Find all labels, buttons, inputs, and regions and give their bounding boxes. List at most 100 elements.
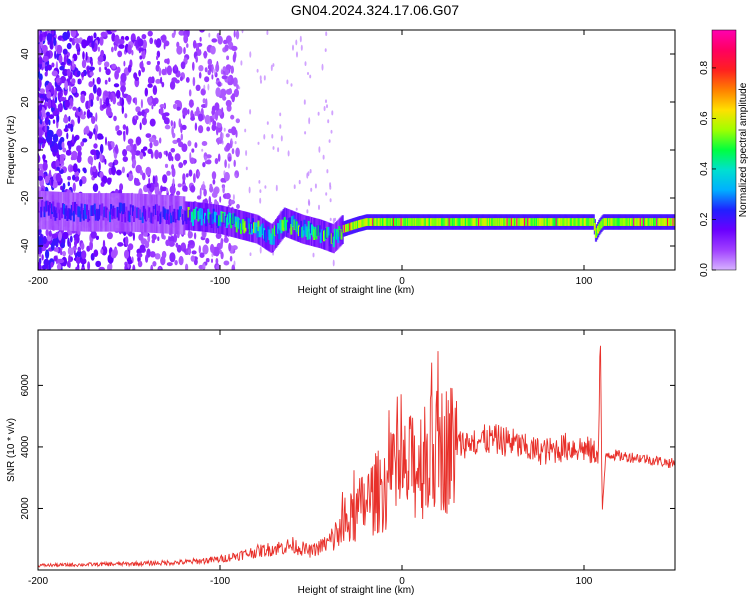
ridge-core xyxy=(387,218,390,226)
ridge-core xyxy=(338,226,341,237)
noise-speck xyxy=(88,92,94,102)
ridge-core xyxy=(478,218,481,226)
noise-speck xyxy=(309,169,312,174)
noise-speck xyxy=(161,81,165,88)
noise-speck xyxy=(210,243,215,253)
ridge-core xyxy=(379,218,382,226)
ridge-core xyxy=(258,226,261,238)
noise-speck xyxy=(82,51,85,60)
noise-speck xyxy=(216,122,222,128)
noise-speck xyxy=(173,121,176,129)
noise-speck xyxy=(72,182,76,192)
ridge-core xyxy=(517,218,520,226)
ridge-core xyxy=(54,210,57,221)
noise-speck xyxy=(142,172,146,181)
noise-speck xyxy=(157,60,160,66)
noise-speck xyxy=(41,143,45,149)
ridge-core xyxy=(407,218,410,226)
ridge-core xyxy=(55,207,58,218)
ridge-core xyxy=(278,228,281,240)
noise-speck xyxy=(136,252,143,258)
noise-speck xyxy=(241,30,244,34)
ridge-core xyxy=(52,201,55,212)
ridge-core xyxy=(307,220,310,232)
ridge-core xyxy=(301,227,304,238)
noise-speck xyxy=(56,166,60,171)
noise-speck xyxy=(70,156,74,161)
ridge-core xyxy=(553,218,556,226)
ridge-core xyxy=(172,211,175,223)
ridge-core xyxy=(604,218,607,226)
snr-x-label: Height of straight line (km) xyxy=(298,585,415,596)
noise-speck xyxy=(38,43,41,54)
ridge-core xyxy=(384,218,387,226)
ridge-core xyxy=(256,227,259,238)
ridge-core xyxy=(348,223,351,231)
noise-speck xyxy=(202,98,206,104)
ridge-core xyxy=(138,209,141,220)
ridge-core xyxy=(538,218,541,226)
ridge-core xyxy=(296,223,299,235)
ridge-core xyxy=(122,203,125,215)
noise-speck xyxy=(141,117,147,126)
noise-speck xyxy=(104,158,107,165)
noise-speck xyxy=(234,141,237,145)
ridge-core xyxy=(195,207,198,218)
ridge-core xyxy=(86,204,88,216)
noise-speck xyxy=(287,150,290,157)
noise-speck xyxy=(220,88,227,97)
noise-speck xyxy=(176,106,181,111)
noise-speck xyxy=(114,144,119,154)
ridge-core xyxy=(291,216,294,227)
noise-speck xyxy=(99,36,104,46)
noise-speck xyxy=(167,151,172,162)
noise-speck xyxy=(55,159,59,167)
ridge-core xyxy=(375,218,378,226)
ridge-core xyxy=(182,214,185,225)
x-tick-label: -100 xyxy=(210,276,230,287)
noise-speck xyxy=(38,97,41,106)
noise-speck xyxy=(308,117,311,125)
noise-speck xyxy=(131,49,134,56)
noise-speck xyxy=(201,141,208,146)
ridge-core xyxy=(184,210,187,222)
ridge-core xyxy=(539,218,542,226)
ridge-core xyxy=(430,218,432,226)
ridge-core xyxy=(371,218,374,226)
noise-speck xyxy=(325,99,327,103)
ridge-core xyxy=(292,215,295,226)
ridge-core xyxy=(43,206,46,218)
noise-speck xyxy=(166,262,173,267)
ridge-core xyxy=(242,219,245,230)
noise-speck xyxy=(144,241,150,249)
noise-speck xyxy=(220,82,223,86)
noise-speck xyxy=(145,166,152,176)
noise-speck xyxy=(60,250,63,256)
colorbar-label: Normalized spectral amplitude xyxy=(738,82,749,217)
ridge-core xyxy=(199,208,202,219)
ridge-core xyxy=(356,220,359,229)
noise-speck xyxy=(225,192,231,200)
noise-speck xyxy=(222,95,227,101)
ridge-core xyxy=(394,218,396,226)
ridge-core xyxy=(459,218,462,226)
noise-speck xyxy=(196,106,200,116)
noise-speck xyxy=(232,53,236,63)
ridge-core xyxy=(397,218,400,226)
noise-speck xyxy=(45,249,50,260)
noise-speck xyxy=(108,143,112,151)
noise-speck xyxy=(159,106,164,116)
ridge-core xyxy=(386,218,389,226)
ridge-core xyxy=(308,228,311,240)
noise-speck xyxy=(89,71,94,77)
y-tick-label: 20 xyxy=(20,96,31,108)
noise-speck xyxy=(127,259,133,265)
noise-speck xyxy=(47,82,52,90)
ridge-core xyxy=(98,208,101,220)
noise-speck xyxy=(223,170,226,176)
noise-speck xyxy=(225,64,232,70)
noise-speck xyxy=(292,44,294,51)
noise-speck xyxy=(290,83,293,87)
noise-speck xyxy=(81,250,87,260)
noise-speck xyxy=(233,30,236,38)
